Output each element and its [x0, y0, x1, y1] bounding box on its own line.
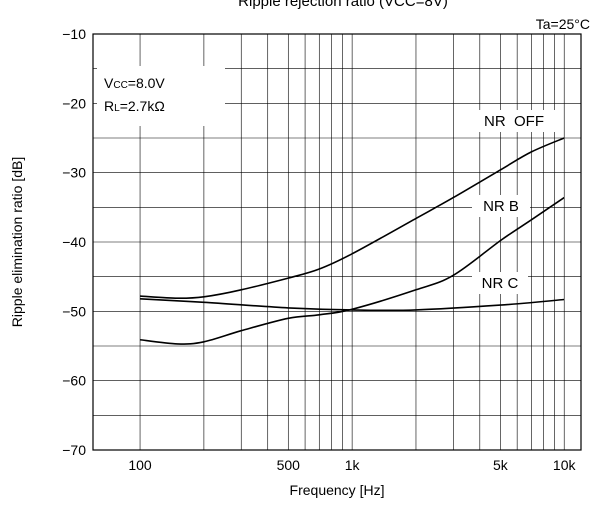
y-tick-label: −20 [62, 95, 86, 111]
grid-lines [93, 34, 581, 450]
x-tick-label: 10k [553, 457, 577, 473]
series-label-bg-nr-off [472, 110, 556, 132]
series-label-nr-off: NR OFF [484, 113, 544, 130]
chart-title: Ripple rejection ratio (VCC=8V) [238, 0, 448, 10]
x-axis-title: Frequency [Hz] [290, 482, 385, 498]
x-tick-labels: 100 500 1k 5k 10k [128, 457, 576, 473]
series-line-nr-b [139, 196, 565, 345]
series-line-nr-off [140, 137, 565, 300]
plot-frame [92, 33, 582, 451]
y-tick-label: −50 [62, 303, 86, 319]
y-tick-labels: −10 −20 −30 −40 −50 −60 −70 [62, 26, 86, 458]
ta-condition-label: Ta=25°C [536, 16, 590, 32]
y-tick-label: −60 [62, 373, 86, 389]
series-label-nr-b: NR B [483, 198, 519, 215]
y-tick-label: −40 [62, 234, 86, 250]
conditions-box-bg [97, 66, 225, 126]
y-tick-label: −70 [62, 442, 86, 458]
series-label-nr-c: NR C [482, 275, 519, 292]
vcc-annotation: VCC=8.0V [104, 75, 165, 91]
x-tick-label: 5k [493, 457, 509, 473]
data-series [139, 137, 565, 345]
y-tick-label: −30 [62, 165, 86, 181]
series-line-nr-c [140, 298, 565, 312]
rl-annotation: RL=2.7kΩ [104, 98, 165, 114]
x-tick-label: 1k [345, 457, 361, 473]
series-label-bg-nr-c [472, 272, 528, 294]
series-label-bg-nr-b [472, 195, 530, 217]
x-tick-label: 100 [128, 457, 152, 473]
y-axis-title: Ripple elimination ratio [dB] [9, 157, 25, 327]
y-tick-label: −10 [62, 26, 86, 42]
series-labels: NR OFF NR B NR C [472, 110, 556, 294]
x-tick-label: 500 [277, 457, 301, 473]
